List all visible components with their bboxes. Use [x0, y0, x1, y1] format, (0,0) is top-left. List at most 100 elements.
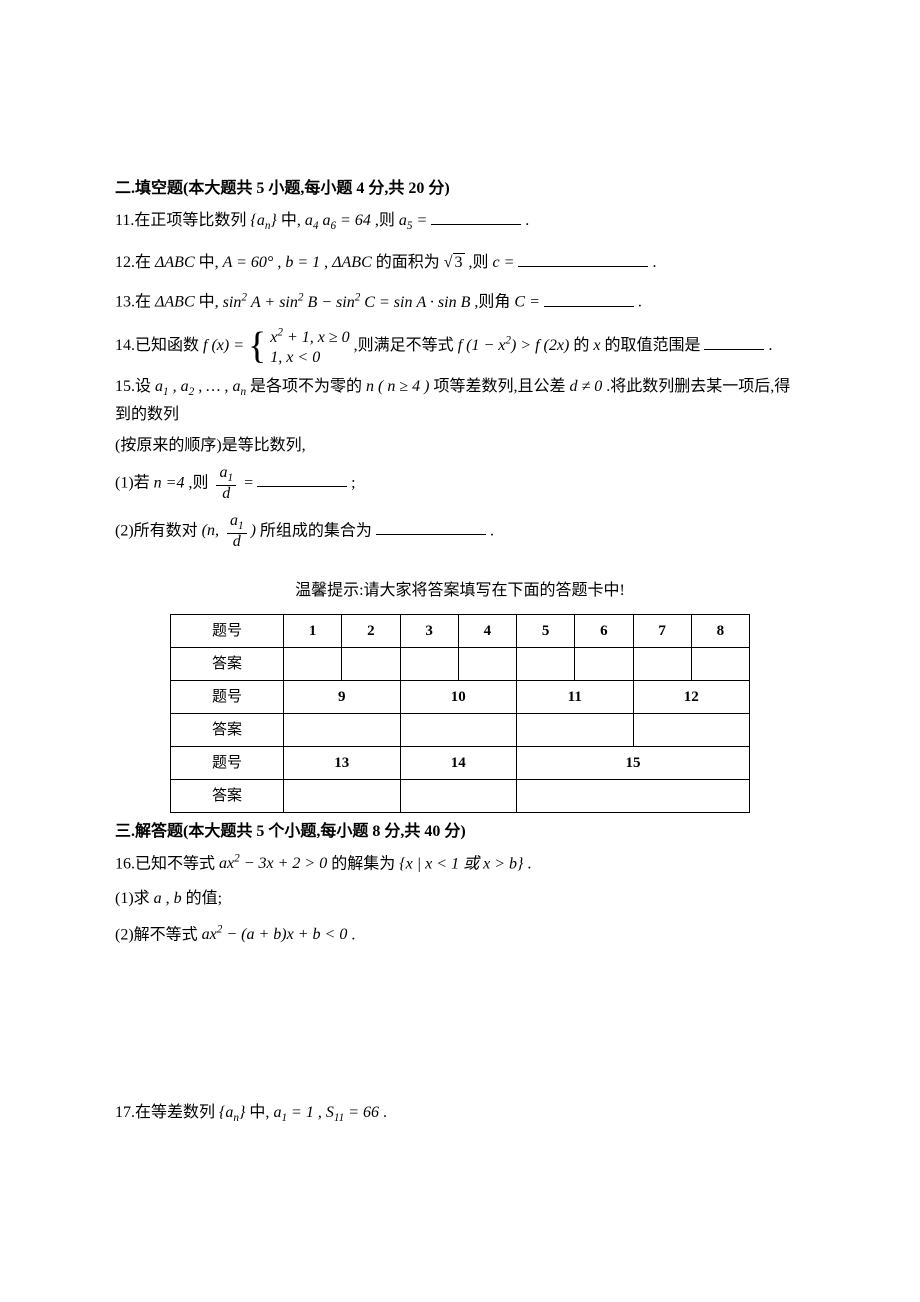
- q14-fx: f (x) =: [203, 337, 244, 354]
- answer-cell[interactable]: [400, 713, 517, 746]
- q16-ineq: ax2 − 3x + 2 > 0: [219, 855, 327, 872]
- cell-num: 12: [633, 680, 750, 713]
- q14-case2: 1, x < 0: [270, 349, 320, 366]
- table-row: 题号 13 14 15: [171, 746, 750, 779]
- cell-num: 4: [458, 614, 516, 647]
- answer-cell[interactable]: [517, 647, 575, 680]
- q17-S11: S11 = 66: [326, 1104, 379, 1121]
- q13-eq: sin2 A + sin2 B − sin2 C = sin A · sin B: [223, 294, 471, 311]
- q13-suf: .: [638, 294, 642, 311]
- q17-pre: 17.在等差数列: [115, 1104, 215, 1121]
- q17-mid: 中,: [249, 1104, 269, 1121]
- q12-pre: 12.在: [115, 254, 155, 271]
- q13-tri: ΔABC: [155, 294, 195, 311]
- answer-cell[interactable]: [633, 647, 691, 680]
- tip-text: 温馨提示:请大家将答案填写在下面的答题卡中!: [115, 578, 805, 604]
- q12-sqrt3: √3: [444, 250, 465, 276]
- q11-mid1: 中,: [281, 212, 301, 229]
- q11-seq: {an}: [250, 212, 276, 229]
- q12-A: A = 60°: [223, 254, 274, 271]
- answer-cell[interactable]: [284, 779, 401, 812]
- answer-cell[interactable]: [400, 779, 517, 812]
- answer-cell[interactable]: [517, 713, 634, 746]
- q17: 17.在等差数列 {an} 中, a1 = 1 , S11 = 66 .: [115, 1100, 805, 1128]
- answer-cell[interactable]: [575, 647, 633, 680]
- q15-p1-blank[interactable]: [257, 470, 347, 487]
- q15-p1-frac: a1 d: [216, 465, 236, 503]
- q15-p2-mid: 所组成的集合为: [260, 522, 372, 539]
- answer-cell[interactable]: [517, 779, 750, 812]
- q14-mid1: ,则满足不等式: [354, 337, 458, 354]
- q17-seq: {an}: [219, 1104, 245, 1121]
- q15-p2-blank[interactable]: [376, 518, 486, 535]
- cell-num: 3: [400, 614, 458, 647]
- q16-p1: (1)求 a , b 的值;: [115, 886, 805, 912]
- q14: 14.已知函数 f (x) = { x2 + 1, x ≥ 0 1, x < 0…: [115, 325, 805, 367]
- q11-mid2: ,则: [375, 212, 399, 229]
- q15-p1-suf: ;: [351, 474, 355, 491]
- table-row: 答案: [171, 779, 750, 812]
- answer-cell[interactable]: [342, 647, 400, 680]
- q16-dot: .: [527, 855, 531, 872]
- cell-num: 1: [284, 614, 342, 647]
- answer-cell[interactable]: [284, 647, 342, 680]
- q12-areapre: 的面积为: [376, 254, 444, 271]
- q15-n: n: [366, 378, 374, 395]
- cell-num: 11: [517, 680, 634, 713]
- q11-blank[interactable]: [431, 208, 521, 225]
- q14-mid2: 的: [573, 337, 593, 354]
- q13: 13.在 ΔABC 中, sin2 A + sin2 B − sin2 C = …: [115, 289, 805, 315]
- cell-num: 9: [284, 680, 401, 713]
- answer-cell[interactable]: [400, 647, 458, 680]
- spacer: [115, 954, 805, 1094]
- answer-cell[interactable]: [284, 713, 401, 746]
- section2-heading: 二.填空题(本大题共 5 小题,每小题 4 分,共 20 分): [115, 176, 805, 202]
- q17-comma: ,: [318, 1104, 326, 1121]
- q12-mid2: ,则: [469, 254, 493, 271]
- q11-text: 11.在正项等比数列: [115, 212, 246, 229]
- row-label-a: 答案: [171, 647, 284, 680]
- cell-num: 8: [691, 614, 749, 647]
- q15-dneq: d ≠ 0: [570, 378, 603, 395]
- q12-blank[interactable]: [518, 250, 648, 267]
- q15-line2: (按原来的顺序)是等比数列,: [115, 433, 805, 459]
- cell-num: 6: [575, 614, 633, 647]
- q16-p2-ineq: ax2 − (a + b)x + b < 0: [202, 926, 348, 943]
- answer-cell[interactable]: [691, 647, 749, 680]
- q15-p1: (1)若 n =4 ,则 a1 d = ;: [115, 465, 805, 503]
- q16: 16.已知不等式 ax2 − 3x + 2 > 0 的解集为 {x | x < …: [115, 851, 805, 877]
- q11: 11.在正项等比数列 {an} 中, a4 a6 = 64 ,则 a5 = .: [115, 208, 805, 236]
- q15: 15.设 a1 , a2 , … , an 是各项不为零的 n ( n ≥ 4 …: [115, 374, 805, 428]
- answer-cell[interactable]: [633, 713, 750, 746]
- row-label-a: 答案: [171, 713, 284, 746]
- section3-heading: 三.解答题(本大题共 5 个小题,每小题 8 分,共 40 分): [115, 819, 805, 845]
- q12-mid1: 中,: [199, 254, 223, 271]
- answer-cell[interactable]: [458, 647, 516, 680]
- cell-num: 2: [342, 614, 400, 647]
- q15-p1-pre: (1)若: [115, 474, 154, 491]
- q12: 12.在 ΔABC 中, A = 60° , b = 1 , ΔABC 的面积为…: [115, 250, 805, 276]
- cell-num: 10: [400, 680, 517, 713]
- q13-C: C =: [514, 294, 539, 311]
- table-row: 题号 1 2 3 4 5 6 7 8: [171, 614, 750, 647]
- q14-pre: 14.已知函数: [115, 337, 203, 354]
- cell-num: 5: [517, 614, 575, 647]
- q13-mid1: 中,: [199, 294, 219, 311]
- q11-eq1: a4 a6 = 64: [305, 212, 371, 229]
- q12-tri: ΔABC: [155, 254, 195, 271]
- q16-pre: 16.已知不等式: [115, 855, 219, 872]
- q15-seq: a1 , a2 , … , an: [155, 378, 246, 395]
- q12-c2: ,: [324, 254, 332, 271]
- q13-mid2: ,则角: [474, 294, 514, 311]
- table-row: 题号 9 10 11 12: [171, 680, 750, 713]
- q14-blank[interactable]: [704, 333, 764, 350]
- q14-x: x: [593, 337, 600, 354]
- row-label-q: 题号: [171, 680, 284, 713]
- row-label-q: 题号: [171, 614, 284, 647]
- q13-blank[interactable]: [544, 290, 634, 307]
- q16-set: {x | x < 1 或 x > b}: [399, 855, 523, 872]
- q16-p2-suf: .: [351, 926, 355, 943]
- table-row: 答案: [171, 713, 750, 746]
- q16-p2-pre: (2)解不等式: [115, 926, 202, 943]
- q16-p2: (2)解不等式 ax2 − (a + b)x + b < 0 .: [115, 922, 805, 948]
